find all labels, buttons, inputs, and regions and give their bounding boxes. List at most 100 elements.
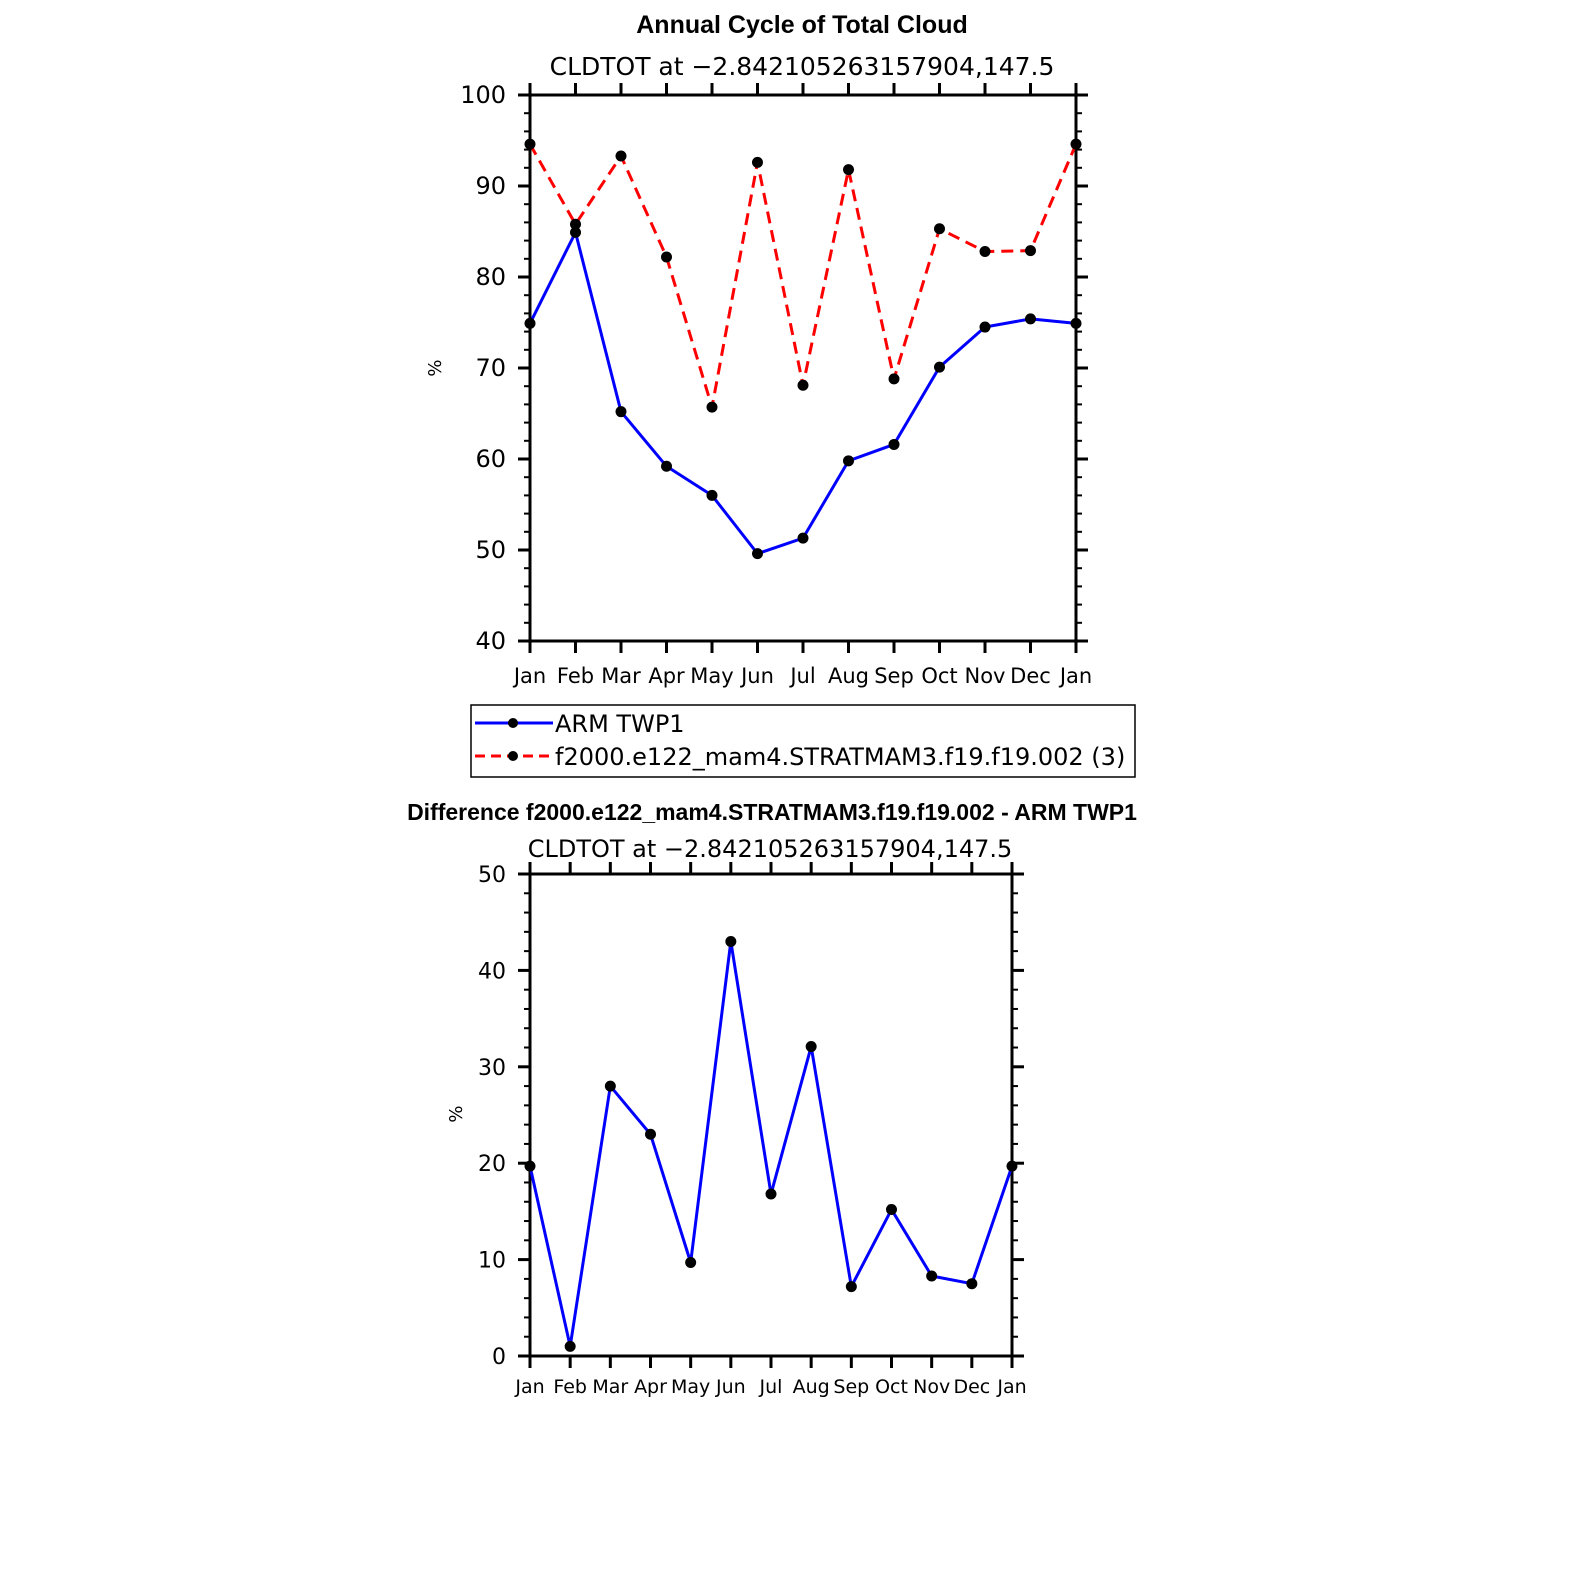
chart2-series-0-point: [725, 935, 737, 947]
chart2-xtick-label: Jul: [759, 1376, 783, 1398]
chart2-series-0-point: [685, 1256, 697, 1268]
chart1-series-0-point: [934, 361, 945, 373]
chart1-ticks: [518, 83, 1088, 653]
chart1-series-1-point: [1070, 138, 1082, 150]
chart2-series: [524, 935, 1018, 1352]
chart1-ytick-label: 40: [475, 627, 506, 655]
chart1-series-1-point: [615, 150, 627, 162]
chart2-xtick-label: Oct: [875, 1376, 908, 1398]
chart1-xtick-label: Jul: [788, 664, 815, 688]
chart2-ytick-label: 40: [478, 959, 506, 984]
chart2-xtick-label: Jun: [715, 1376, 746, 1398]
chart1-xtick-label: Jan: [1058, 664, 1092, 688]
chart1-series-line-0: [528, 228, 1077, 556]
chart2-series-0-point: [966, 1278, 978, 1290]
chart2-subtitle: CLDTOT at −2.842105263157904,147.5: [528, 835, 1013, 863]
chart2-ytick-label: 0: [492, 1345, 506, 1370]
legend-marker-arm-twp1: [508, 718, 518, 728]
chart1-series-0-point: [888, 438, 900, 450]
chart1-series-1-point: [706, 401, 718, 413]
chart1-ylabel: %: [425, 359, 446, 376]
chart2-series-0-point: [886, 1203, 897, 1215]
chart1-series: [524, 138, 1082, 560]
chart1-xtick-label: Aug: [828, 664, 869, 688]
chart1-legend: ARM TWP1 f2000.e122_mam4.STRATMAM3.f19.f…: [470, 704, 1136, 778]
chart1-series-1-point: [979, 246, 991, 258]
chart1-series-0-point: [661, 460, 672, 472]
chart2-xtick-label: Jan: [514, 1376, 544, 1398]
chart2-series-0-point: [845, 1281, 857, 1293]
chart1-series-0-point: [752, 548, 763, 560]
chart1-ytick-label: 50: [475, 536, 506, 564]
chart2-series-0-point: [805, 1041, 817, 1053]
chart2-tick-labels: 0 10 20 30 40 50 Jan Feb Mar Apr May Jun Jul Aug Sep Oc…: [478, 863, 1027, 1398]
annual-cycle-chart: Annual Cycle of Total Cloud CLDTOT at −2…: [425, 11, 1136, 778]
chart2-ylabel: %: [446, 1105, 467, 1122]
chart1-series-1-point: [934, 223, 945, 235]
chart1-series-1-point: [661, 251, 672, 263]
chart2-series-0-point: [1006, 1160, 1018, 1172]
chart2-series-0-point: [645, 1128, 656, 1140]
chart2-ticks: [518, 862, 1024, 1368]
chart1-xtick-label: Oct: [921, 664, 957, 688]
chart1-series-0-point: [1070, 317, 1082, 329]
chart2-series-0-point: [604, 1080, 616, 1092]
chart1-xtick-label: Dec: [1010, 664, 1051, 688]
chart1-series-1-point: [797, 379, 809, 391]
difference-chart: Difference f2000.e122_mam4.STRATMAM3.f19…: [407, 799, 1137, 1398]
chart2-xtick-label: Apr: [634, 1376, 667, 1398]
chart2-title: Difference f2000.e122_mam4.STRATMAM3.f19…: [407, 799, 1137, 825]
chart1-title: Annual Cycle of Total Cloud: [636, 11, 967, 39]
chart1-series-0-point: [570, 226, 581, 238]
chart1-series-0-point: [1025, 313, 1036, 325]
chart1-series-0-point: [843, 455, 854, 467]
chart1-series-1-point: [1025, 245, 1036, 257]
chart1-ytick-label: 80: [475, 263, 506, 291]
legend-marker-model: [508, 751, 518, 761]
chart1-subtitle: CLDTOT at −2.842105263157904,147.5: [550, 52, 1055, 81]
chart2-series-0-point: [564, 1340, 576, 1352]
chart1-xtick-label: Sep: [874, 664, 914, 688]
legend-label-arm-twp1: ARM TWP1: [555, 710, 685, 738]
chart2-xtick-label: Nov: [913, 1376, 950, 1398]
chart1-xtick-label: May: [690, 664, 733, 688]
chart2-series-0-point: [926, 1270, 938, 1282]
chart1-series-0-point: [797, 532, 809, 544]
chart2-xtick-label: Dec: [953, 1376, 990, 1398]
chart1-tick-labels: 40 50 60 70 80 90 100 Jan Feb Mar Apr May Jun Jul Aug S…: [460, 81, 1092, 688]
chart1-xtick-label: Jan: [512, 664, 546, 688]
chart1-xtick-label: Apr: [648, 664, 685, 688]
chart2-xtick-label: Feb: [553, 1376, 587, 1398]
chart2-plot-frame: [528, 872, 1014, 1358]
chart1-xtick-label: Mar: [601, 664, 641, 688]
chart2-series-0-point: [765, 1188, 777, 1200]
chart2-ytick-label: 10: [478, 1249, 506, 1274]
chart1-series-1-point: [752, 156, 763, 168]
chart1-xtick-label: Feb: [557, 664, 594, 688]
chart1-series-1-point: [843, 164, 854, 176]
chart2-ytick-label: 50: [478, 863, 506, 888]
chart1-xtick-label: Jun: [739, 664, 774, 688]
chart2-xtick-label: Aug: [793, 1376, 830, 1398]
chart1-series-line-1: [528, 143, 1078, 408]
chart2-series-line-0: [528, 941, 1014, 1347]
chart1-series-0-point: [706, 489, 718, 501]
chart1-ytick-label: 60: [475, 445, 506, 473]
chart1-xtick-label: Nov: [965, 664, 1006, 688]
chart1-series-1-point: [570, 218, 581, 230]
chart2-xtick-label: May: [671, 1376, 710, 1398]
chart2-ytick-label: 30: [478, 1056, 506, 1081]
chart1-ytick-label: 100: [460, 81, 506, 109]
chart2-series-0-point: [524, 1160, 536, 1172]
legend-box: [470, 704, 1136, 778]
chart1-series-0-point: [524, 317, 536, 329]
chart1-series-0-point: [979, 321, 991, 333]
chart1-series-0-point: [615, 406, 627, 418]
chart2-ytick-label: 20: [478, 1152, 506, 1177]
chart2-xtick-label: Sep: [833, 1376, 869, 1398]
chart1-series-1-point: [524, 138, 536, 150]
chart1-ytick-label: 70: [475, 354, 506, 382]
chart1-ytick-label: 90: [475, 172, 506, 200]
chart1-plot-frame: [528, 93, 1078, 643]
